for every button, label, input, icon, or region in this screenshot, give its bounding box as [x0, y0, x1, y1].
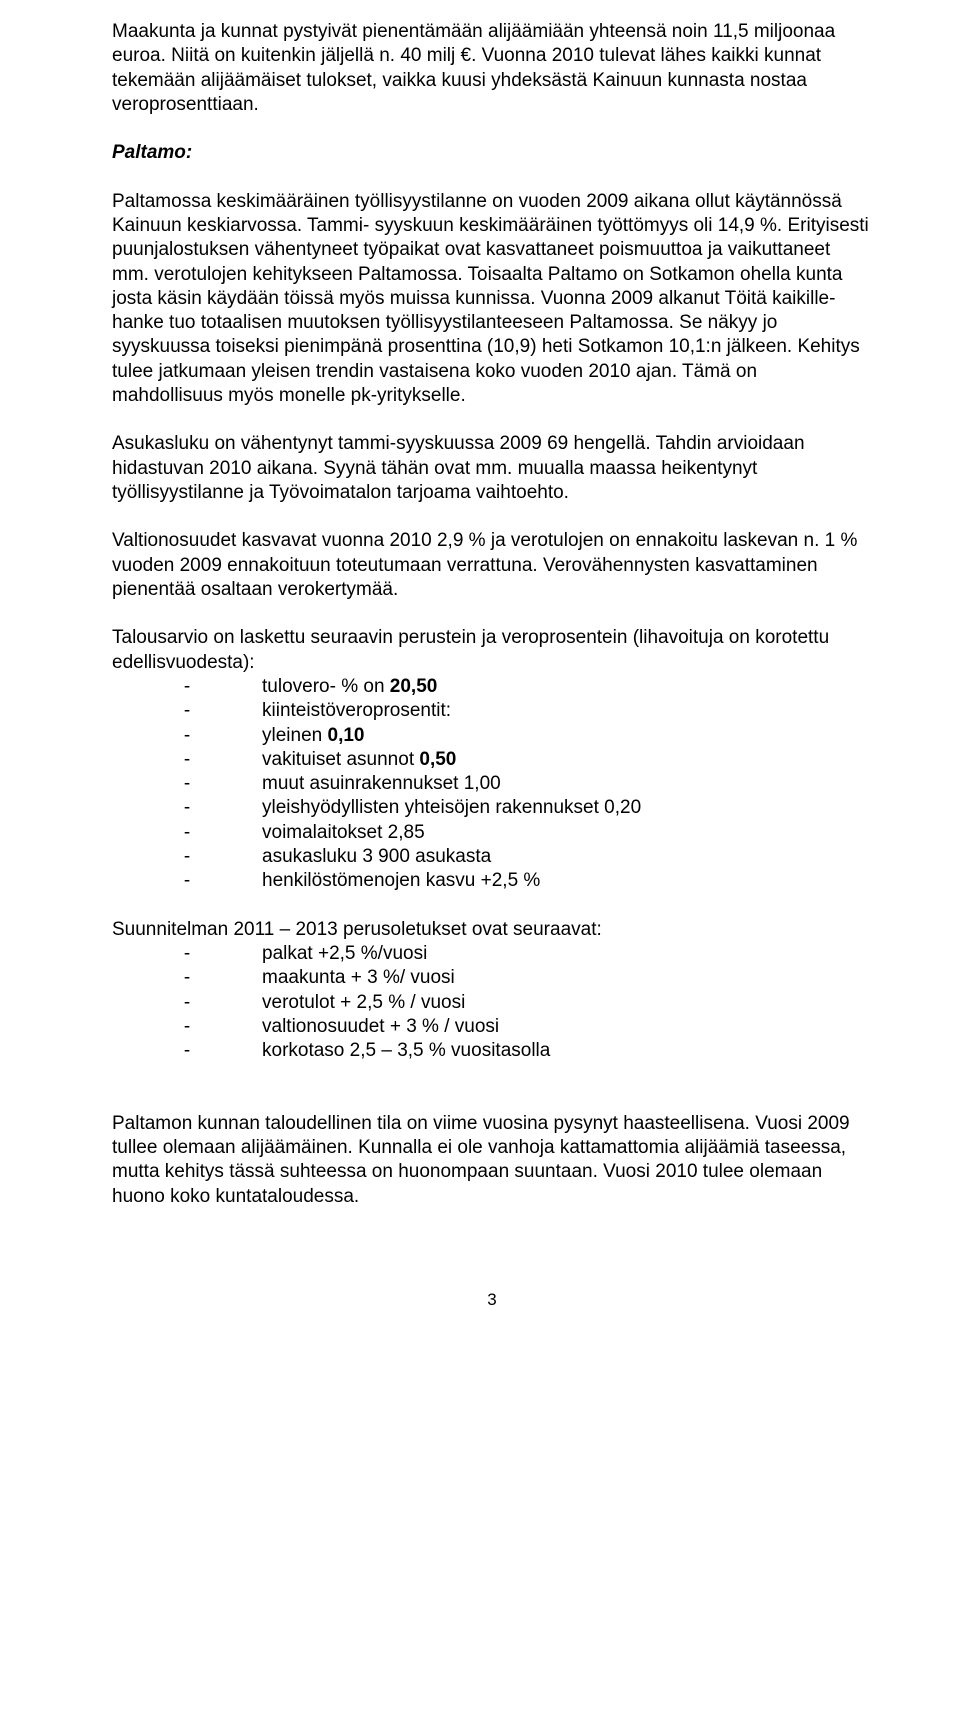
- dash-icon: -: [112, 869, 262, 893]
- list-item: -muut asuinrakennukset 1,00: [112, 772, 872, 796]
- list-item-text: kiinteistöveroprosentit:: [262, 699, 872, 723]
- list-budget-basis: Talousarvio on laskettu seuraavin perust…: [112, 626, 872, 893]
- dash-icon: -: [112, 845, 262, 869]
- list-item: -asukasluku 3 900 asukasta: [112, 845, 872, 869]
- list-item: -henkilöstömenojen kasvu +2,5 %: [112, 869, 872, 893]
- list-item: -yleishyödyllisten yhteisöjen rakennukse…: [112, 796, 872, 820]
- list-item: -yleinen 0,10: [112, 724, 872, 748]
- dash-icon: -: [112, 699, 262, 723]
- dash-icon: -: [112, 675, 262, 699]
- list-item: -kiinteistöveroprosentit:: [112, 699, 872, 723]
- list-item-text: korkotaso 2,5 – 3,5 % vuositasolla: [262, 1039, 872, 1063]
- dash-icon: -: [112, 821, 262, 845]
- list-item-text: yleishyödyllisten yhteisöjen rakennukset…: [262, 796, 872, 820]
- dash-icon: -: [112, 942, 262, 966]
- list-item-text: valtionosuudet + 3 % / vuosi: [262, 1015, 872, 1039]
- list-item-text: maakunta + 3 %/ vuosi: [262, 966, 872, 990]
- paragraph-4: Valtionosuudet kasvavat vuonna 2010 2,9 …: [112, 529, 872, 602]
- dash-icon: -: [112, 966, 262, 990]
- list-item-text: verotulot + 2,5 % / vuosi: [262, 991, 872, 1015]
- page-number: 3: [112, 1289, 872, 1311]
- dash-icon: -: [112, 991, 262, 1015]
- list-item: -voimalaitokset 2,85: [112, 821, 872, 845]
- list-item: -maakunta + 3 %/ vuosi: [112, 966, 872, 990]
- paragraph-1: Maakunta ja kunnat pystyivät pienentämää…: [112, 20, 872, 117]
- list-item-text: tulovero- % on 20,50: [262, 675, 872, 699]
- list-item-text: henkilöstömenojen kasvu +2,5 %: [262, 869, 872, 893]
- list-plan-label: Suunnitelman 2011 – 2013 perusoletukset …: [112, 918, 872, 942]
- list-budget-label: Talousarvio on laskettu seuraavin perust…: [112, 626, 872, 675]
- list-plan-assumptions: Suunnitelman 2011 – 2013 perusoletukset …: [112, 918, 872, 1064]
- list-item: -palkat +2,5 %/vuosi: [112, 942, 872, 966]
- list-item-text: muut asuinrakennukset 1,00: [262, 772, 872, 796]
- list-item-text: vakituiset asunnot 0,50: [262, 748, 872, 772]
- dash-icon: -: [112, 724, 262, 748]
- dash-icon: -: [112, 1015, 262, 1039]
- list-item: -korkotaso 2,5 – 3,5 % vuositasolla: [112, 1039, 872, 1063]
- dash-icon: -: [112, 796, 262, 820]
- list-item: -verotulot + 2,5 % / vuosi: [112, 991, 872, 1015]
- list-item-text: asukasluku 3 900 asukasta: [262, 845, 872, 869]
- list-item-text: voimalaitokset 2,85: [262, 821, 872, 845]
- list-item: -vakituiset asunnot 0,50: [112, 748, 872, 772]
- paragraph-2: Paltamossa keskimääräinen työllisyystila…: [112, 190, 872, 409]
- list-item-text: palkat +2,5 %/vuosi: [262, 942, 872, 966]
- dash-icon: -: [112, 772, 262, 796]
- paragraph-3: Asukasluku on vähentynyt tammi-syyskuuss…: [112, 432, 872, 505]
- paragraph-5: Paltamon kunnan taloudellinen tila on vi…: [112, 1112, 872, 1209]
- list-item-text: yleinen 0,10: [262, 724, 872, 748]
- heading-paltamo: Paltamo:: [112, 141, 872, 165]
- dash-icon: -: [112, 1039, 262, 1063]
- list-item: -tulovero- % on 20,50: [112, 675, 872, 699]
- dash-icon: -: [112, 748, 262, 772]
- list-item: -valtionosuudet + 3 % / vuosi: [112, 1015, 872, 1039]
